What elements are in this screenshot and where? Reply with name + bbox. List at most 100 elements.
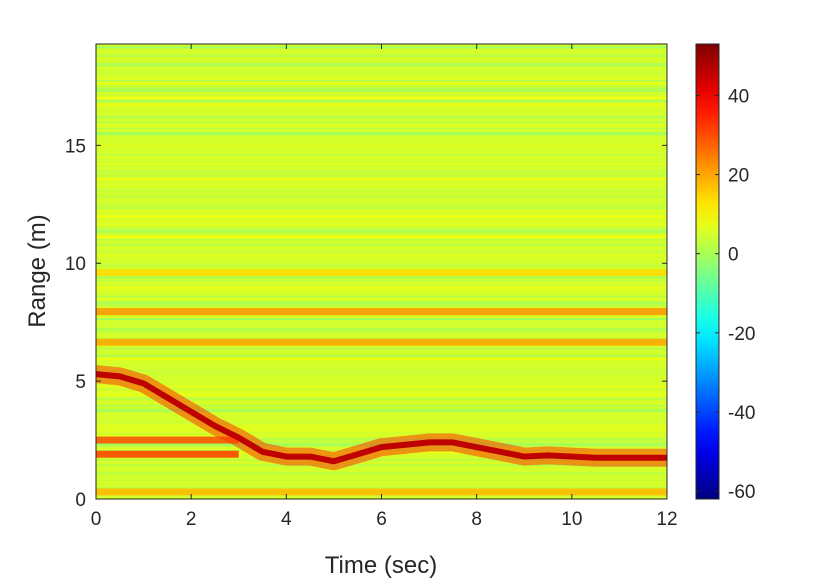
noise-stripe <box>96 324 667 326</box>
static-range-band <box>96 436 239 444</box>
noise-stripe <box>96 212 667 214</box>
noise-stripe <box>96 65 667 67</box>
noise-stripe <box>96 86 667 90</box>
noise-stripe <box>96 239 667 241</box>
noise-stripe <box>96 327 667 330</box>
noise-stripe <box>96 315 667 319</box>
noise-stripe <box>96 487 667 489</box>
noise-stripe <box>96 174 667 176</box>
noise-stripe <box>96 225 667 228</box>
noise-stripe <box>96 391 667 394</box>
noise-stripe <box>96 251 667 253</box>
noise-stripe <box>96 214 667 216</box>
noise-stripe <box>96 103 667 105</box>
noise-stripe <box>96 299 667 303</box>
noise-stripe <box>96 78 667 81</box>
noise-stripe <box>96 155 667 158</box>
noise-stripe <box>96 215 667 218</box>
x-tick-label: 12 <box>656 509 677 530</box>
static-range-band <box>96 338 667 346</box>
noise-stripe <box>96 186 667 188</box>
noise-stripe <box>96 459 667 461</box>
noise-stripe <box>96 297 667 300</box>
noise-stripe <box>96 190 667 193</box>
noise-stripe <box>96 66 667 68</box>
colorbar-tick-label: 0 <box>728 245 739 266</box>
noise-stripe <box>96 355 667 357</box>
noise-stripe <box>96 129 667 132</box>
noise-stripe <box>96 244 667 246</box>
noise-stripe <box>96 424 667 427</box>
noise-stripe <box>96 404 667 407</box>
noise-stripe <box>96 475 667 477</box>
noise-stripe <box>96 90 667 92</box>
noise-stripe <box>96 295 667 298</box>
noise-stripe <box>96 126 667 129</box>
noise-stripe <box>96 427 667 431</box>
noise-stripe <box>96 481 667 484</box>
noise-stripe <box>96 67 667 70</box>
noise-stripe <box>96 383 667 385</box>
noise-stripe <box>96 302 667 305</box>
noise-stripe <box>96 475 667 478</box>
noise-stripe <box>96 406 667 409</box>
y-tick-label: 0 <box>75 490 86 511</box>
noise-stripe <box>96 203 667 206</box>
noise-stripe <box>96 236 667 239</box>
static-range-band <box>96 450 239 458</box>
y-axis-ticks: 0 5 10 15 <box>65 136 667 511</box>
noise-stripe <box>96 164 667 167</box>
noise-stripe <box>96 207 667 209</box>
x-axis-ticks: 0 2 4 6 8 10 12 <box>91 44 678 530</box>
noise-stripe <box>96 209 667 211</box>
noise-stripe <box>96 168 667 171</box>
noise-stripe <box>96 235 667 237</box>
noise-stripe <box>96 359 667 362</box>
noise-stripe <box>96 301 667 303</box>
noise-stripe <box>96 57 667 59</box>
noise-stripe <box>96 123 667 126</box>
noise-stripe <box>96 95 667 97</box>
noise-stripe <box>96 219 667 223</box>
noise-stripe <box>96 169 667 172</box>
colorbar-tick-label: -60 <box>728 482 755 503</box>
noise-stripe <box>96 410 667 412</box>
noise-stripe <box>96 245 667 248</box>
noise-stripe <box>96 304 667 307</box>
noise-stripe <box>96 229 667 232</box>
noise-stripe <box>96 145 667 148</box>
colorbar-tick-label: -20 <box>728 324 755 345</box>
noise-stripe <box>96 72 667 75</box>
noise-stripe <box>96 161 667 164</box>
noise-stripe <box>96 315 667 317</box>
noise-stripe <box>96 121 667 124</box>
noise-stripe <box>96 385 667 388</box>
noise-stripe <box>96 101 667 103</box>
colorbar-tick-label: 20 <box>728 166 749 187</box>
static-range-band <box>96 488 667 496</box>
noise-stripe <box>96 264 667 267</box>
noise-stripe <box>96 79 667 82</box>
noise-stripe <box>96 177 667 180</box>
noise-stripe <box>96 348 667 351</box>
y-tick-label: 5 <box>75 372 86 393</box>
noise-stripe <box>96 276 667 279</box>
x-tick-label: 2 <box>186 509 197 530</box>
noise-stripe <box>96 369 667 372</box>
noise-stripe <box>96 394 667 397</box>
noise-stripe <box>96 195 667 198</box>
noise-stripe <box>96 463 667 467</box>
noise-stripe <box>96 288 667 292</box>
target-track-line <box>96 371 667 465</box>
noise-stripe <box>96 67 667 69</box>
noise-stripe <box>96 184 667 186</box>
colorbar-ticks: 40 20 0 -20 -40 -60 <box>696 86 755 503</box>
static-range-band <box>96 308 667 316</box>
noise-stripe <box>96 373 667 376</box>
colorbar: 40 20 0 -20 -40 -60 <box>695 43 755 503</box>
noise-stripe <box>96 337 667 340</box>
noise-stripe <box>96 209 667 212</box>
noise-stripe <box>96 306 667 309</box>
colorbar-tick-label: -40 <box>728 403 755 424</box>
